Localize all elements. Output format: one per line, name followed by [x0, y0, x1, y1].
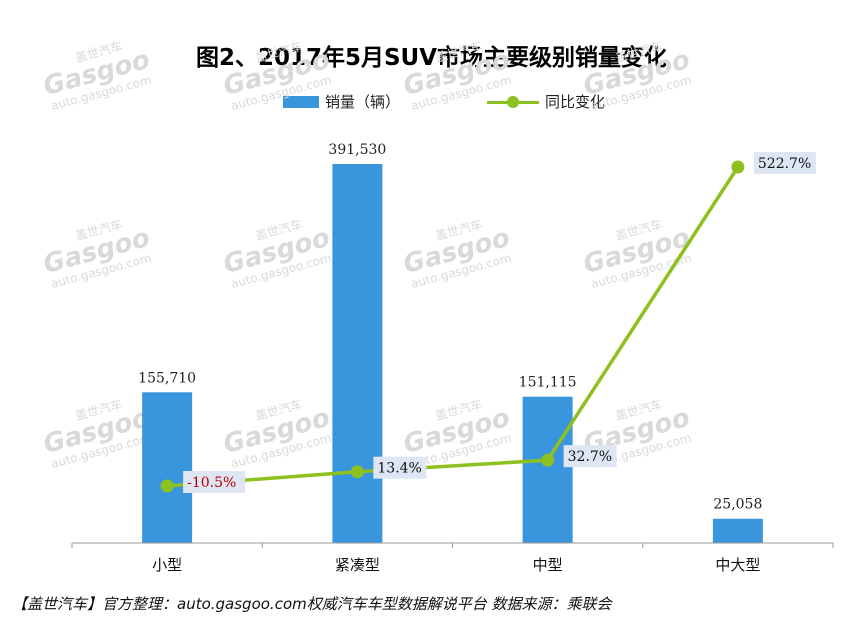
bar-value-label: 151,115: [519, 375, 577, 391]
bar-value-label: 391,530: [328, 142, 386, 158]
yoy-value-label: 522.7%: [758, 156, 811, 172]
chart-title: 图2、2017年5月SUV市场主要级别销量变化: [195, 45, 668, 71]
legend-label-sales: 销量（辆）: [325, 93, 401, 111]
legend-bar-swatch: [283, 95, 319, 108]
bar-value-label: 155,710: [138, 370, 196, 386]
bar-value-label: 25,058: [713, 497, 762, 513]
yoy-label-box: [183, 471, 246, 493]
bar-3: [712, 518, 763, 543]
legend-line-swatch: [487, 95, 539, 109]
yoy-value-label: 13.4%: [377, 461, 421, 477]
bar-2: [522, 396, 573, 543]
yoy-point-1: [350, 465, 364, 479]
yoy-point-0: [160, 479, 174, 493]
x-axis: 小型 紧凑型 中型 中大型: [71, 542, 834, 574]
x-tick-label: 小型: [152, 556, 182, 574]
legend-item-yoy: 同比变化: [487, 91, 605, 112]
legend-label-yoy: 同比变化: [545, 93, 606, 111]
x-tick-label: 中大型: [715, 556, 760, 574]
chart-legend: 销量（辆） 同比变化: [0, 91, 863, 113]
yoy-label-box: [373, 456, 427, 479]
yoy-value-label: -10.5%: [187, 475, 236, 491]
yoy-point-3: [731, 160, 745, 174]
footer-source: 【盖世汽车】官方整理：auto.gasgoo.com权威汽车车型数据解说平台 数…: [12, 595, 612, 613]
line-series: [160, 160, 745, 493]
bar-0: [142, 392, 193, 543]
x-tick-label: 紧凑型: [335, 556, 380, 574]
yoy-line: [166, 166, 740, 488]
yoy-label-box: [563, 445, 617, 468]
yoy-value-label: 32.7%: [568, 449, 612, 465]
x-tick-label: 中型: [533, 556, 563, 574]
bar-1: [332, 164, 383, 543]
yoy-point-2: [541, 453, 555, 467]
bar-series: [142, 164, 763, 543]
legend-item-sales: 销量（辆）: [283, 91, 400, 112]
yoy-label-box: [753, 152, 816, 174]
data-labels: 155,710 391,530 151,115 25,058 -10.5% 13.4% 32…: [138, 142, 816, 513]
